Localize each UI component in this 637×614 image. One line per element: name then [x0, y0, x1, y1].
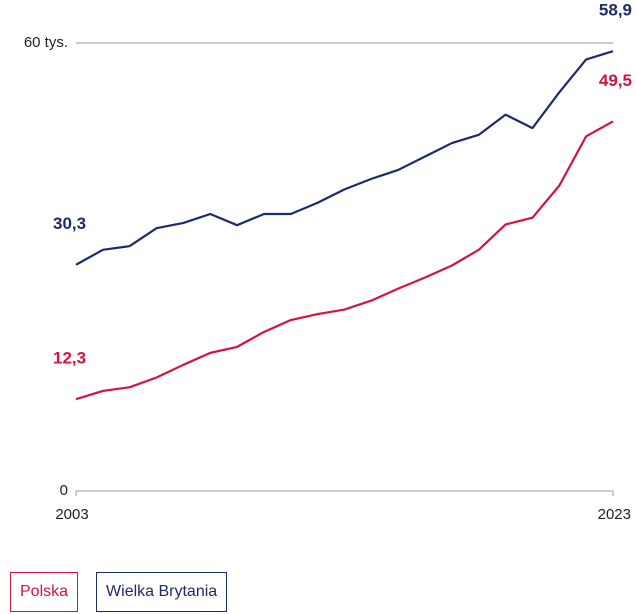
data-label: 49,5	[599, 71, 632, 90]
x-tick-label: 2023	[598, 506, 631, 523]
line	[75, 50, 614, 266]
y-tick-label: 0	[60, 482, 68, 499]
legend-entry: Wielka Brytania	[96, 572, 228, 612]
chart: 0 60 tys. 2003 2023 12,3 49,5 30,3 58,9	[24, 1, 632, 523]
legend: Polska Wielka Brytania	[10, 572, 228, 612]
x-tick-label: 2003	[55, 506, 88, 523]
data-label: 12,3	[53, 349, 86, 368]
data-label: 58,9	[599, 1, 632, 20]
y-tick-label: 60 tys.	[24, 34, 68, 51]
legend-entry: Polska	[10, 572, 79, 612]
data-label: 30,3	[53, 214, 86, 233]
line	[75, 120, 614, 401]
